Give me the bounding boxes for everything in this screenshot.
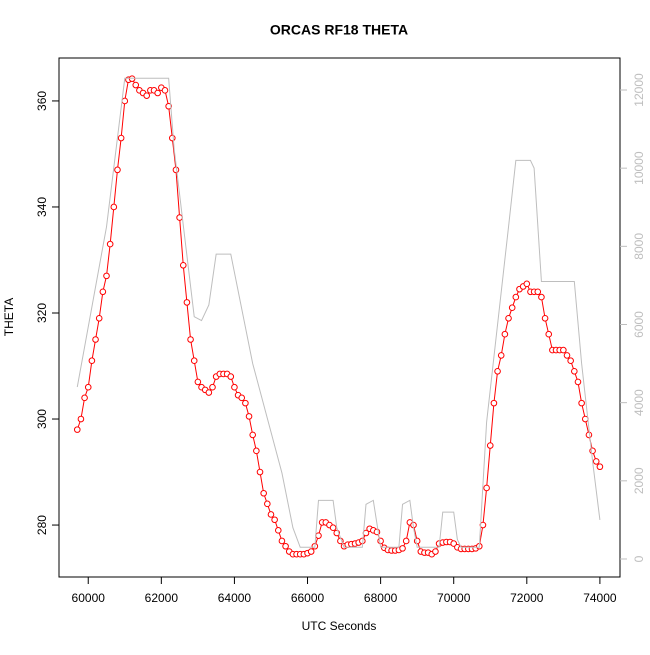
data-point <box>589 447 596 455</box>
data-point <box>238 394 246 402</box>
data-point <box>278 537 286 545</box>
data-point <box>523 280 531 288</box>
data-point <box>245 413 253 420</box>
x-tick-label: 64000 <box>218 591 252 605</box>
data-point <box>592 458 600 465</box>
data-point <box>596 463 604 471</box>
data-point <box>494 368 501 375</box>
data-point <box>545 330 553 338</box>
data-point <box>242 399 249 407</box>
data-point <box>231 383 238 391</box>
data-point <box>88 357 96 365</box>
y-tick-label: 280 <box>35 515 49 535</box>
data-point <box>560 346 567 354</box>
data-point <box>497 352 505 359</box>
data-point <box>267 511 275 518</box>
data-point <box>571 368 578 375</box>
data-point <box>194 378 202 386</box>
data-point <box>541 314 549 322</box>
data-point <box>154 89 161 97</box>
y2-tick-label: 6000 <box>632 311 646 338</box>
data-point <box>92 336 99 343</box>
data-point <box>567 357 574 365</box>
data-point <box>187 336 194 343</box>
data-point <box>77 415 85 423</box>
data-point <box>377 537 384 545</box>
data-point <box>183 299 191 306</box>
data-point <box>264 500 271 508</box>
y2-tick-label: 0 <box>632 555 646 562</box>
data-point <box>121 97 129 105</box>
data-point <box>110 203 118 211</box>
data-point <box>205 389 213 396</box>
data-point <box>190 357 198 365</box>
x-tick-label: 68000 <box>364 591 398 605</box>
data-point <box>168 134 176 142</box>
data-point <box>227 373 235 380</box>
data-point <box>253 447 260 455</box>
y2-tick-label: 12000 <box>632 73 646 107</box>
data-point <box>486 442 494 449</box>
data-point <box>165 102 172 110</box>
data-point <box>508 304 516 311</box>
data-point <box>179 261 187 269</box>
data-point <box>249 431 257 439</box>
data-point <box>114 166 121 174</box>
data-point <box>574 378 582 386</box>
x-tick-label: 70000 <box>437 591 471 605</box>
data-point <box>329 524 337 531</box>
data-point <box>483 484 490 492</box>
data-point <box>81 394 88 402</box>
data-point <box>505 314 512 322</box>
data-point <box>399 545 406 552</box>
x-tick-label: 66000 <box>291 591 325 605</box>
data-point <box>209 383 216 391</box>
data-point <box>143 92 151 99</box>
chart-title: ORCAS RF18 THETA <box>270 22 408 38</box>
x-tick-label: 72000 <box>510 591 544 605</box>
data-point <box>260 489 267 497</box>
data-point <box>563 352 571 359</box>
y2-tick-label: 2000 <box>632 467 646 494</box>
x-axis-title: UTC Seconds <box>302 619 377 633</box>
data-point <box>274 527 282 534</box>
data-point <box>103 272 110 280</box>
y-tick-label: 360 <box>35 91 49 111</box>
data-point <box>534 288 542 296</box>
data-point <box>307 548 315 555</box>
y-tick-label: 340 <box>35 197 49 217</box>
y2-tick-label: 8000 <box>632 233 646 260</box>
data-point <box>538 293 545 301</box>
data-point <box>271 516 278 524</box>
series-line <box>76 77 601 548</box>
data-point <box>161 87 169 94</box>
y2-tick-label: 10000 <box>632 151 646 185</box>
data-point <box>501 330 509 338</box>
data-point <box>95 314 103 322</box>
data-point <box>132 81 140 89</box>
y-axis-title: THETA <box>2 298 16 336</box>
data-point <box>282 542 289 550</box>
data-point <box>176 214 183 221</box>
data-point <box>432 548 439 555</box>
data-point <box>512 293 520 301</box>
y-tick-label: 300 <box>35 409 49 429</box>
data-point <box>402 537 410 545</box>
data-point <box>73 426 81 433</box>
data-point <box>256 468 264 476</box>
data-point <box>490 399 498 407</box>
data-point <box>117 134 125 142</box>
x-tick-label: 74000 <box>583 591 617 605</box>
y2-tick-label: 4000 <box>632 389 646 416</box>
data-point <box>106 240 114 248</box>
data-point <box>315 532 322 539</box>
data-point <box>578 399 585 407</box>
data-point <box>84 383 92 391</box>
x-tick-label: 60000 <box>72 591 106 605</box>
data-point <box>99 288 107 296</box>
x-tick-label: 62000 <box>145 591 179 605</box>
y-tick-label: 320 <box>35 303 49 323</box>
